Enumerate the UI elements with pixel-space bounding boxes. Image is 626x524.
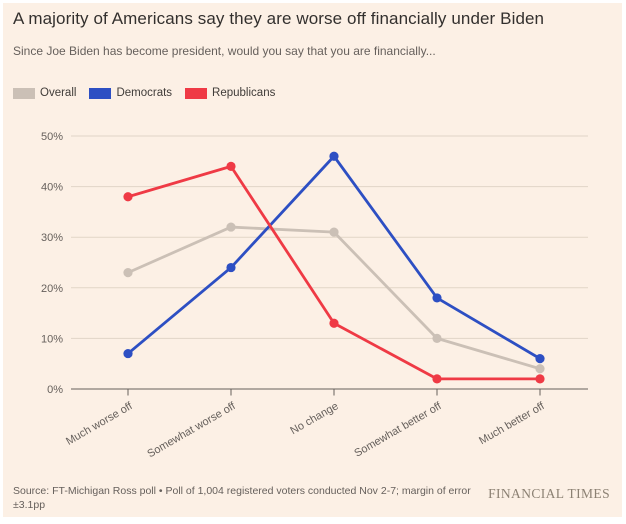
legend-label: Republicans bbox=[212, 87, 276, 99]
source-note: Source: FT-Michigan Ross poll • Poll of … bbox=[13, 485, 471, 512]
chart-card: A majority of Americans say they are wor… bbox=[3, 3, 622, 517]
financial-times-logo: FINANCIAL TIMES bbox=[488, 486, 610, 501]
chart-title: A majority of Americans say they are wor… bbox=[13, 9, 545, 28]
y-tick-label: 20% bbox=[41, 283, 63, 295]
y-tick-label: 30% bbox=[41, 232, 63, 244]
legend: Overall Democrats Republicans bbox=[13, 87, 275, 99]
line-chart: 0%10%20%30%40%50%Much worse off Somewhat … bbox=[41, 131, 588, 461]
data-point-overall-0 bbox=[123, 268, 133, 278]
y-tick-label: 40% bbox=[41, 182, 63, 194]
footer: Source: FT-Michigan Ross poll • Poll of … bbox=[13, 484, 610, 512]
x-category-label: Somewhat worse off bbox=[145, 400, 238, 461]
x-category-label: Somewhat better off bbox=[352, 400, 444, 460]
data-point-democrats-2 bbox=[329, 151, 339, 161]
series-line-republicans bbox=[126, 164, 542, 381]
chart-subtitle: Since Joe Biden has become president, wo… bbox=[13, 44, 436, 58]
legend-swatch-overall bbox=[13, 87, 35, 99]
data-point-republicans-2 bbox=[329, 318, 339, 328]
y-tick-label: 0% bbox=[47, 384, 63, 396]
data-point-overall-4 bbox=[535, 364, 545, 374]
data-point-republicans-1 bbox=[226, 161, 236, 171]
legend-label: Democrats bbox=[116, 87, 173, 99]
series-line-overall bbox=[126, 225, 542, 371]
data-point-overall-2 bbox=[329, 227, 339, 237]
y-tick-label: 50% bbox=[41, 131, 63, 143]
data-point-republicans-0 bbox=[123, 192, 133, 202]
data-point-democrats-0 bbox=[123, 348, 133, 359]
legend-swatch-democrats bbox=[89, 87, 112, 99]
data-point-democrats-3 bbox=[432, 293, 442, 303]
legend-item-overall: Overall bbox=[13, 87, 76, 99]
x-category-label: Much better off bbox=[477, 400, 547, 447]
legend-swatch-republicans bbox=[185, 87, 208, 99]
y-tick-label: 10% bbox=[41, 333, 63, 345]
data-point-republicans-4 bbox=[535, 374, 545, 384]
data-point-republicans-3 bbox=[432, 374, 442, 384]
x-category-label: No change bbox=[288, 400, 340, 437]
legend-item-republicans: Republicans bbox=[185, 87, 275, 99]
legend-item-democrats: Democrats bbox=[89, 87, 172, 99]
data-point-democrats-4 bbox=[535, 354, 545, 364]
data-point-democrats-1 bbox=[226, 262, 236, 273]
x-category-label: Much worse off bbox=[64, 400, 135, 448]
data-point-overall-3 bbox=[432, 333, 442, 343]
legend-label: Overall bbox=[40, 87, 77, 99]
data-point-overall-1 bbox=[226, 222, 236, 232]
